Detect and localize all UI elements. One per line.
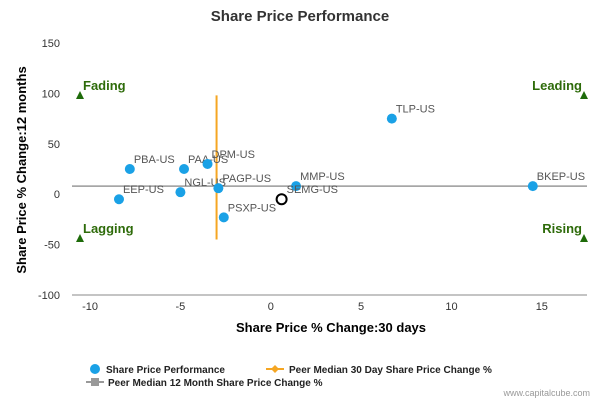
- quadrant-label-fading: Fading: [83, 78, 126, 93]
- y-tick-label: 100: [42, 88, 60, 100]
- legend: Share Price Performance Peer Median 30 Da…: [86, 364, 492, 389]
- data-point: [291, 181, 302, 192]
- subject-point-label: SEMG-US: [287, 184, 338, 196]
- lagging-triangle-icon: [76, 234, 84, 242]
- y-axis-title: Share Price % Change:12 months: [14, 66, 29, 273]
- data-point: [386, 113, 397, 124]
- median-lines: [72, 95, 587, 240]
- data-point: [213, 183, 224, 194]
- leading-triangle-icon: [580, 91, 588, 99]
- x-tick-label: 5: [358, 301, 364, 313]
- legend-label-median-12m: Peer Median 12 Month Share Price Change …: [108, 378, 323, 389]
- legend-diamond-icon: [271, 365, 279, 373]
- data-point: [179, 164, 190, 174]
- chart-title: Share Price Performance: [211, 8, 389, 25]
- data-point: [113, 194, 124, 205]
- quadrant-label-leading: Leading: [532, 78, 582, 93]
- data-point-label: PSXP-US: [228, 202, 276, 214]
- quadrant-label-rising: Rising: [542, 221, 582, 236]
- data-points: TLP-USPBA-USPAA-USDPM-USMMP-USBKEP-USNGL…: [113, 104, 585, 223]
- x-tick-label: -10: [82, 301, 98, 313]
- x-axis-title: Share Price % Change:30 days: [236, 320, 426, 335]
- y-tick-label: 0: [54, 189, 60, 201]
- x-tick-label: -5: [176, 301, 186, 313]
- x-tick-label: 15: [536, 301, 548, 313]
- rising-triangle-icon: [580, 234, 588, 242]
- data-point: [202, 158, 213, 169]
- quadrant-labels: Fading Leading Lagging Rising: [76, 78, 588, 242]
- y-tick-label: -100: [38, 290, 60, 302]
- y-tick-label: 50: [48, 139, 60, 151]
- data-point-label: BKEP-US: [537, 171, 585, 183]
- legend-marker-share-price: [90, 364, 100, 374]
- credit-text: www.capitalcube.com: [502, 388, 590, 398]
- data-point-label: PBA-US: [134, 154, 175, 166]
- y-tick-label: -50: [44, 240, 60, 252]
- data-point-label: PAGP-US: [222, 173, 271, 185]
- legend-square-icon: [91, 378, 99, 386]
- legend-label-share-price: Share Price Performance: [106, 365, 225, 376]
- y-tick-label: 150: [42, 38, 60, 50]
- x-tick-label: 10: [445, 301, 457, 313]
- quadrant-label-lagging: Lagging: [83, 221, 134, 236]
- fading-triangle-icon: [76, 91, 84, 99]
- data-point: [175, 187, 186, 198]
- data-point-label: DPM-US: [212, 149, 255, 161]
- data-point: [527, 181, 538, 192]
- data-point-label: TLP-US: [396, 104, 435, 116]
- data-point-label: MMP-US: [300, 171, 345, 183]
- x-tick-label: 0: [268, 301, 274, 313]
- data-point: [218, 212, 229, 223]
- data-point: [124, 164, 135, 174]
- data-point-label: EEP-US: [123, 184, 164, 196]
- legend-label-median-30d: Peer Median 30 Day Share Price Change %: [289, 365, 492, 376]
- subject-point: [275, 193, 288, 206]
